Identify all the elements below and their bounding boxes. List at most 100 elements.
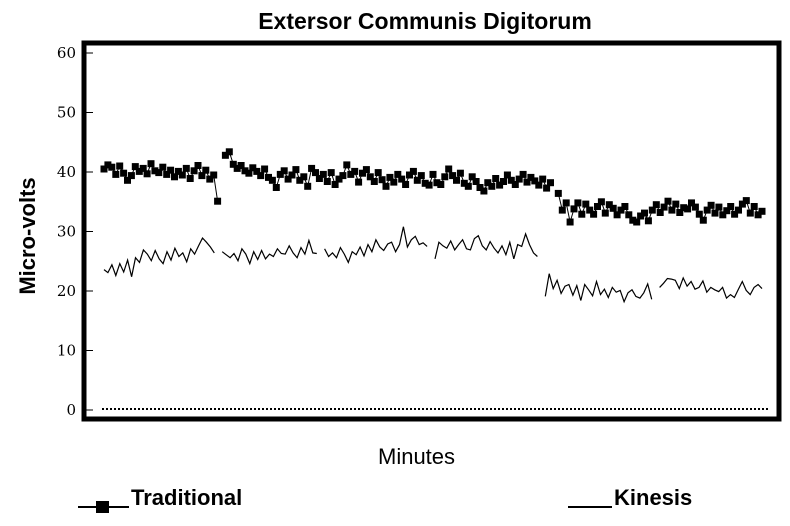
data-point-traditional bbox=[695, 210, 703, 218]
data-point-traditional bbox=[738, 200, 746, 208]
data-point-traditional bbox=[390, 178, 398, 186]
data-point-traditional bbox=[727, 203, 735, 210]
data-point-traditional bbox=[472, 178, 480, 185]
data-point-traditional bbox=[409, 167, 417, 175]
x-axis-label: Minutes bbox=[378, 444, 456, 469]
data-point-traditional bbox=[331, 181, 339, 188]
data-point-traditional bbox=[402, 181, 410, 188]
data-point-traditional bbox=[359, 169, 366, 177]
data-point-traditional bbox=[382, 182, 390, 190]
data-point-traditional bbox=[652, 201, 660, 209]
data-point-traditional bbox=[507, 176, 515, 184]
data-point-traditional bbox=[590, 210, 598, 218]
data-point-traditional bbox=[527, 173, 535, 181]
data-point-traditional bbox=[453, 176, 460, 184]
data-point-traditional bbox=[253, 167, 261, 175]
legend-label-traditional: Traditional bbox=[131, 485, 243, 510]
data-point-traditional bbox=[143, 170, 151, 178]
data-point-traditional bbox=[464, 182, 472, 190]
data-point-traditional bbox=[613, 211, 621, 219]
data-point-traditional bbox=[531, 177, 539, 185]
data-point-traditional bbox=[468, 173, 476, 181]
data-point-traditional bbox=[617, 206, 625, 214]
data-point-traditional bbox=[202, 166, 210, 174]
data-point-traditional bbox=[456, 169, 464, 177]
data-point-traditional bbox=[163, 170, 171, 178]
data-point-traditional bbox=[323, 178, 331, 185]
data-point-traditional bbox=[276, 170, 284, 178]
data-point-traditional bbox=[398, 175, 406, 183]
data-point-traditional bbox=[554, 189, 562, 197]
data-point-traditional bbox=[315, 175, 323, 182]
legend-marker-square-line bbox=[76, 486, 131, 513]
data-point-traditional bbox=[327, 169, 335, 177]
data-point-traditional bbox=[104, 161, 112, 169]
data-point-traditional bbox=[417, 172, 425, 180]
data-point-traditional bbox=[108, 163, 116, 171]
data-point-traditional bbox=[257, 172, 265, 180]
data-point-traditional bbox=[198, 172, 206, 180]
data-point-traditional bbox=[437, 181, 445, 188]
data-point-traditional bbox=[241, 167, 249, 175]
data-point-traditional bbox=[261, 165, 269, 173]
data-point-traditional bbox=[370, 178, 378, 185]
legend-label-kinesis: Kinesis bbox=[614, 485, 693, 510]
data-point-traditional bbox=[413, 176, 421, 184]
data-point-traditional bbox=[421, 179, 429, 187]
data-point-traditional bbox=[194, 162, 202, 169]
series-line-kinesis bbox=[103, 236, 215, 278]
data-point-traditional bbox=[625, 211, 633, 219]
y-tick-label: 10 bbox=[57, 342, 76, 360]
series-line-kinesis bbox=[434, 232, 538, 260]
data-point-traditional bbox=[190, 167, 198, 175]
data-point-traditional bbox=[445, 165, 453, 173]
data-point-traditional bbox=[265, 173, 272, 181]
data-point-traditional bbox=[578, 210, 586, 218]
data-point-traditional bbox=[558, 206, 566, 214]
data-point-traditional bbox=[500, 178, 507, 185]
data-point-traditional bbox=[562, 199, 570, 207]
data-point-traditional bbox=[672, 200, 680, 208]
data-point-traditional bbox=[492, 175, 500, 182]
data-point-traditional bbox=[272, 184, 280, 191]
data-point-traditional bbox=[476, 184, 484, 191]
data-point-traditional bbox=[174, 167, 182, 175]
data-point-traditional bbox=[723, 207, 731, 215]
data-point-traditional bbox=[605, 201, 613, 209]
data-point-traditional bbox=[151, 167, 159, 175]
data-point-traditional bbox=[167, 166, 175, 174]
data-point-traditional bbox=[515, 175, 523, 183]
y-tick-label: 40 bbox=[57, 163, 76, 181]
legend-item-kinesis: Kinesis bbox=[568, 480, 692, 510]
data-point-traditional bbox=[229, 160, 237, 168]
data-point-traditional bbox=[312, 169, 319, 177]
data-point-traditional bbox=[519, 170, 527, 178]
data-point-traditional bbox=[186, 175, 194, 182]
y-tick-label: 60 bbox=[57, 44, 76, 62]
data-point-traditional bbox=[460, 179, 468, 187]
series-line-kinesis bbox=[544, 273, 653, 304]
data-point-traditional bbox=[159, 163, 167, 171]
data-point-traditional bbox=[684, 205, 692, 213]
legend-item-traditional: Traditional bbox=[76, 480, 243, 513]
data-point-traditional bbox=[425, 181, 433, 189]
data-point-traditional bbox=[280, 167, 288, 175]
data-point-traditional bbox=[750, 203, 758, 210]
data-point-traditional bbox=[601, 209, 609, 217]
series-line-kinesis bbox=[221, 238, 317, 266]
data-point-traditional bbox=[237, 162, 245, 169]
data-point-traditional bbox=[547, 179, 554, 187]
data-point-traditional bbox=[742, 197, 750, 205]
data-point-traditional bbox=[523, 178, 531, 186]
y-tick-label: 20 bbox=[57, 282, 76, 300]
data-point-traditional bbox=[609, 204, 617, 212]
data-point-traditional bbox=[100, 165, 108, 173]
data-point-traditional bbox=[621, 203, 629, 210]
data-point-traditional bbox=[386, 173, 394, 181]
data-point-traditional bbox=[441, 173, 449, 181]
data-point-traditional bbox=[719, 211, 727, 219]
data-point-traditional bbox=[644, 217, 652, 225]
data-point-traditional bbox=[210, 171, 218, 179]
data-point-traditional bbox=[754, 211, 762, 219]
data-point-traditional bbox=[511, 181, 519, 188]
